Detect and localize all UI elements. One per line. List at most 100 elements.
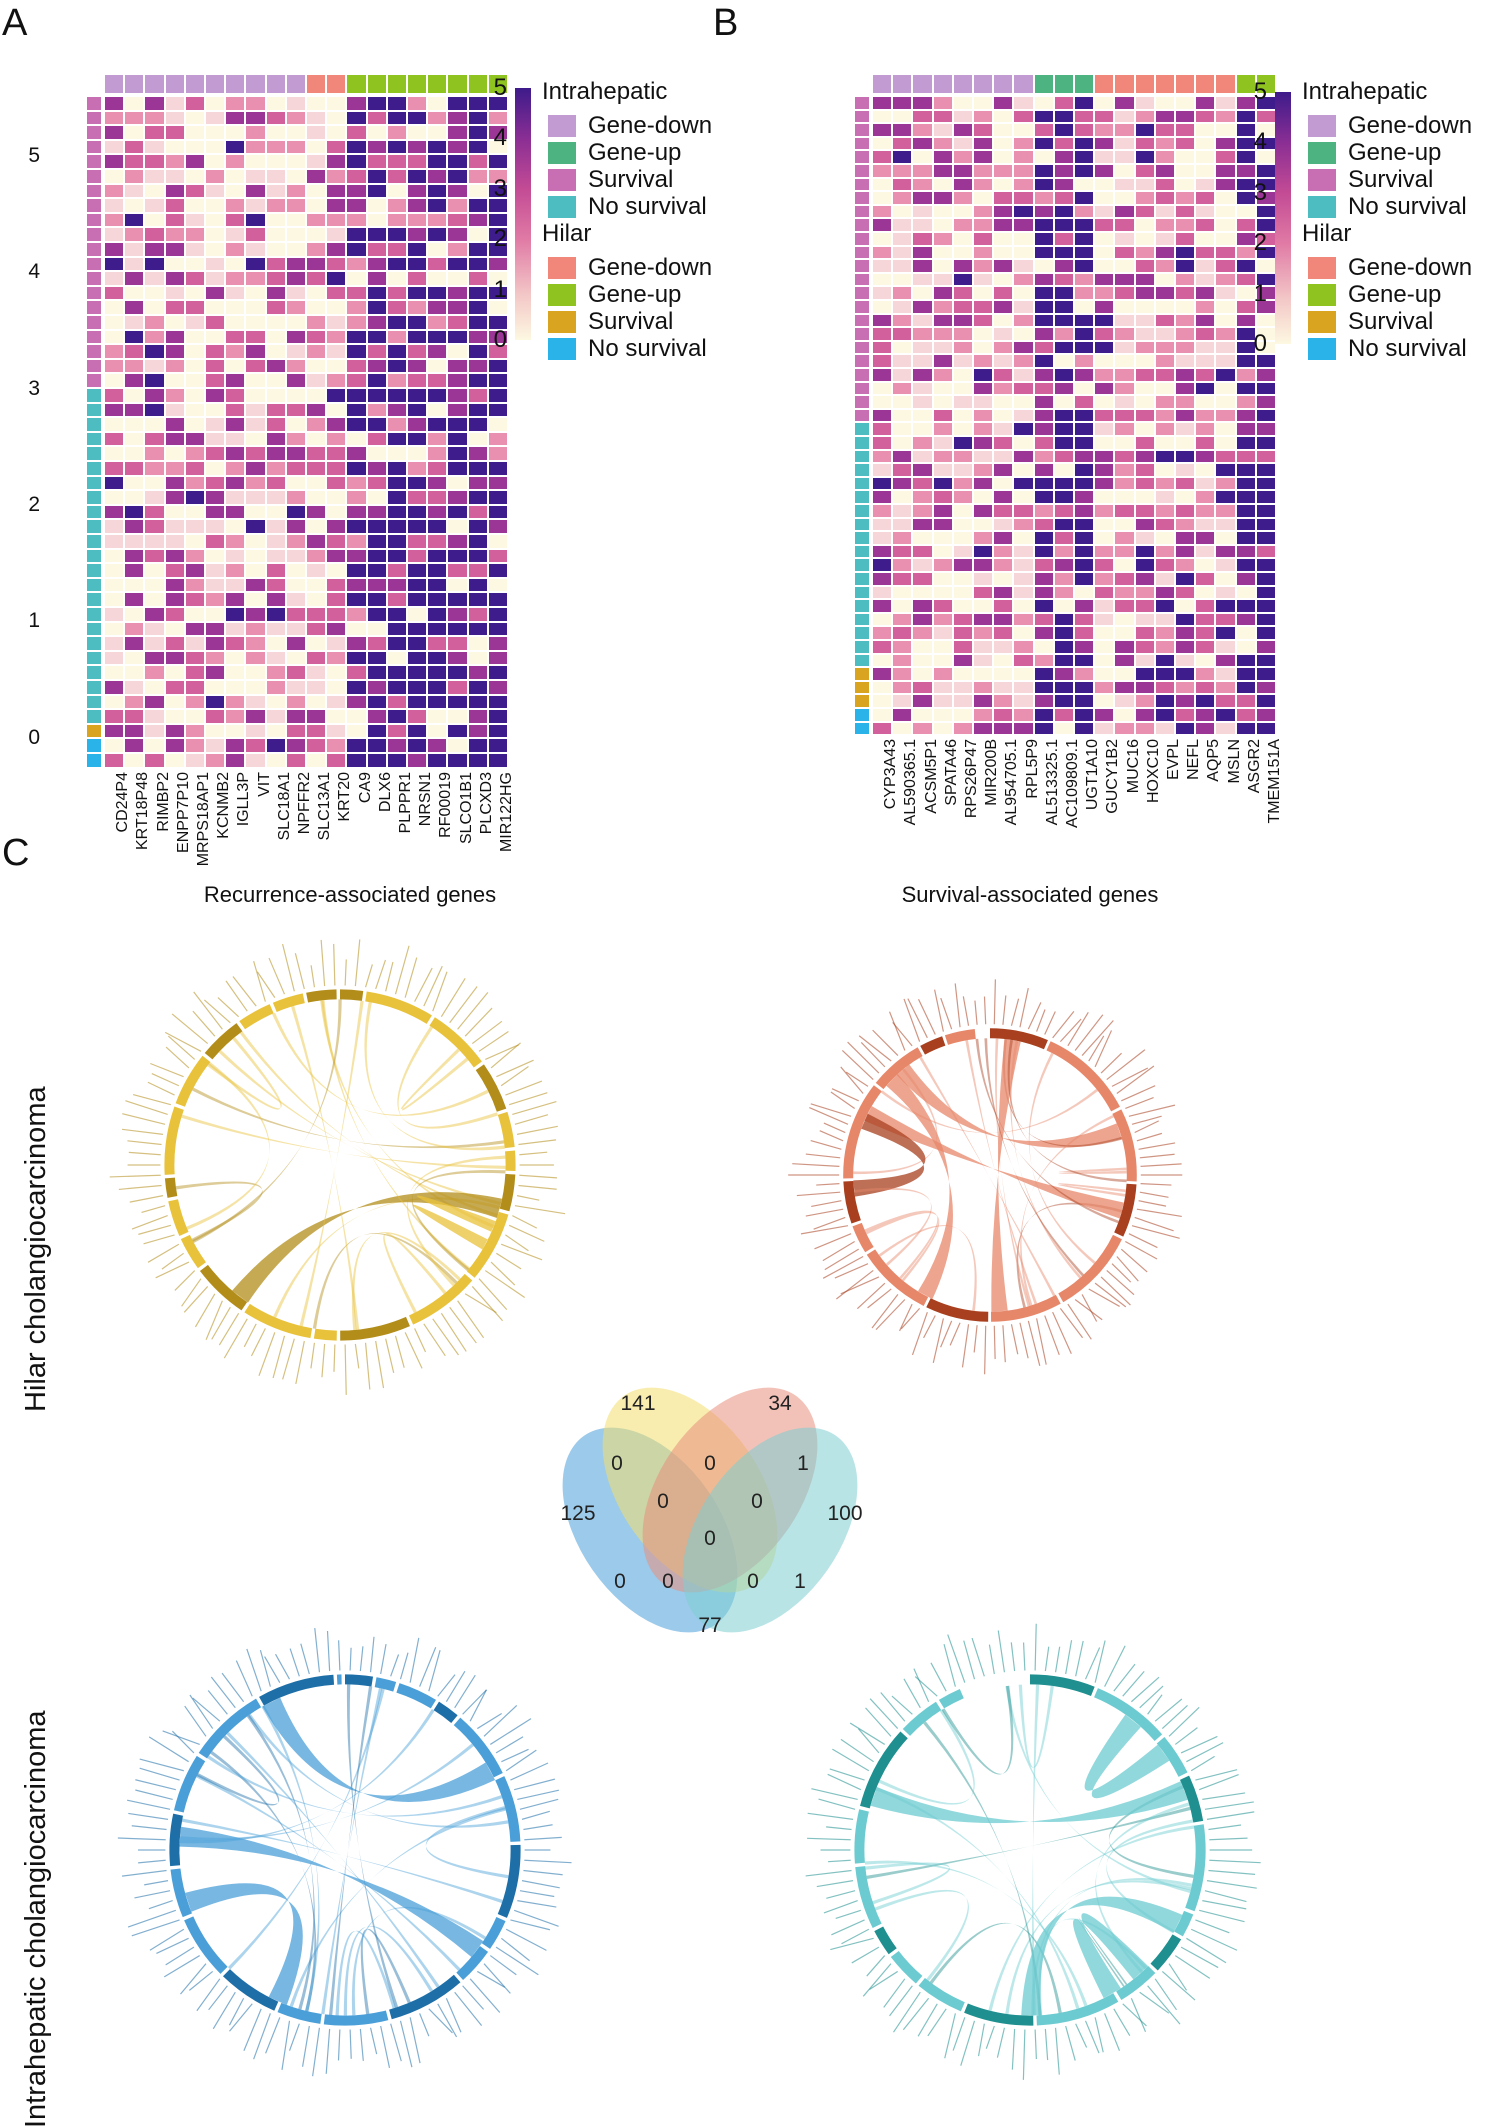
heatmap-cell <box>144 621 165 637</box>
heatmap-cell <box>386 96 407 111</box>
chord-label-mark <box>1044 2028 1049 2061</box>
heatmap-cell <box>1033 191 1054 205</box>
heatmap-cell <box>326 636 347 651</box>
row-annotation-cell <box>854 449 870 464</box>
heatmap-cell <box>912 286 933 300</box>
chord-label-mark <box>519 1890 555 1898</box>
heatmap-cell <box>205 709 226 724</box>
heatmap-cell <box>245 198 266 213</box>
heatmap-cell <box>1215 680 1236 695</box>
heatmap-cell <box>1255 354 1276 368</box>
heatmap-cell <box>1094 544 1115 559</box>
heatmap-cell <box>1134 708 1155 722</box>
heatmap-cell <box>306 621 327 637</box>
heatmap-cell <box>164 563 185 578</box>
heatmap-cell <box>306 256 327 272</box>
chord-label-mark <box>196 1978 221 2012</box>
heatmap-cell <box>1255 463 1276 477</box>
chord-label-mark <box>127 1140 162 1146</box>
chord-label-mark <box>1074 1014 1104 1051</box>
col-annotation-cell <box>1074 74 1095 94</box>
chord-label-mark <box>122 1113 166 1125</box>
heatmap-cell <box>1094 218 1115 232</box>
col-annotation-cell <box>872 74 893 94</box>
heatmap-cell <box>407 358 428 374</box>
chord-label-mark <box>1198 1774 1239 1791</box>
chord-label-mark <box>1128 1233 1158 1249</box>
heatmap-cell <box>1033 109 1054 124</box>
heatmap-cell <box>932 381 953 396</box>
heatmap-cell <box>1094 368 1115 382</box>
chord-label-mark <box>865 1707 892 1737</box>
chord-label-mark <box>857 1728 880 1754</box>
heatmap-cell <box>1074 340 1095 355</box>
gene-label: TMEM151A <box>1265 739 1283 824</box>
heatmap-cell <box>1215 640 1236 654</box>
row-annotation-cell <box>854 286 870 300</box>
chord-segment <box>259 1674 335 1706</box>
heatmap-cell <box>427 665 448 680</box>
heatmap-cell <box>487 665 508 680</box>
heatmap-cell <box>447 621 468 637</box>
heatmap-cell <box>1255 599 1276 613</box>
heatmap-cell <box>306 402 327 418</box>
heatmap-cell <box>872 422 893 436</box>
heatmap-cell <box>346 709 367 724</box>
legend-label: Gene-down <box>1348 254 1473 281</box>
heatmap-cell <box>366 110 387 126</box>
heatmap-cell <box>1033 150 1054 164</box>
heatmap-cell <box>407 592 428 607</box>
heatmap-cell <box>1134 96 1155 110</box>
chord-label-mark <box>1075 2023 1088 2048</box>
heatmap-cell <box>892 436 913 450</box>
heatmap-cell <box>1195 96 1216 110</box>
heatmap-cell <box>1114 422 1135 436</box>
legend-label: Survival <box>588 166 674 193</box>
heatmap-cell <box>1074 136 1095 151</box>
heatmap-cell <box>124 227 145 242</box>
heatmap-cell <box>1053 436 1074 450</box>
chord-link <box>878 1225 977 1311</box>
chord-label-mark <box>523 1824 553 1831</box>
chord-link <box>186 1062 270 1230</box>
chord-label-mark <box>514 1778 555 1791</box>
heatmap-cell <box>912 354 933 368</box>
chord-link <box>1084 1714 1170 1799</box>
heatmap-cell <box>973 531 994 545</box>
heatmap-cell <box>447 446 468 461</box>
heatmap-cell <box>427 388 448 403</box>
heatmap-cell <box>912 259 933 273</box>
heatmap-cell <box>1195 721 1216 736</box>
legend-label: No survival <box>588 193 707 220</box>
heatmap-cell <box>973 109 994 124</box>
heatmap-cell <box>225 169 246 184</box>
legend-item: Gene-up <box>1308 281 1441 309</box>
heatmap-cell <box>346 417 367 432</box>
chord-label-mark <box>364 964 373 988</box>
heatmap-cell <box>1175 572 1196 586</box>
chord-label-mark <box>294 953 305 990</box>
heatmap-cell <box>1053 517 1074 532</box>
heatmap-cell <box>467 650 488 666</box>
heatmap-cell <box>265 373 286 388</box>
chord-label-mark <box>1125 1241 1158 1260</box>
heatmap-cell <box>1154 476 1175 491</box>
heatmap-cell <box>205 417 226 432</box>
row-annotation-cell <box>854 680 870 695</box>
heatmap-cell <box>1154 517 1175 532</box>
chord-segment <box>173 1755 206 1813</box>
chord-segment <box>175 1055 211 1107</box>
col-annotation-cell <box>1195 74 1216 94</box>
chord-label-mark <box>139 1767 180 1781</box>
heatmap-cell <box>1053 490 1074 504</box>
legend-item: Gene-down <box>1308 112 1472 140</box>
heatmap-cell <box>124 709 145 724</box>
heatmap-cell <box>427 169 448 184</box>
heatmap-cell <box>386 183 407 199</box>
heatmap-cell <box>427 344 448 359</box>
heatmap-cell <box>427 650 448 666</box>
heatmap-cell <box>225 723 246 739</box>
row-annotation-cell <box>854 640 870 654</box>
chord-label-mark <box>903 1678 921 1709</box>
